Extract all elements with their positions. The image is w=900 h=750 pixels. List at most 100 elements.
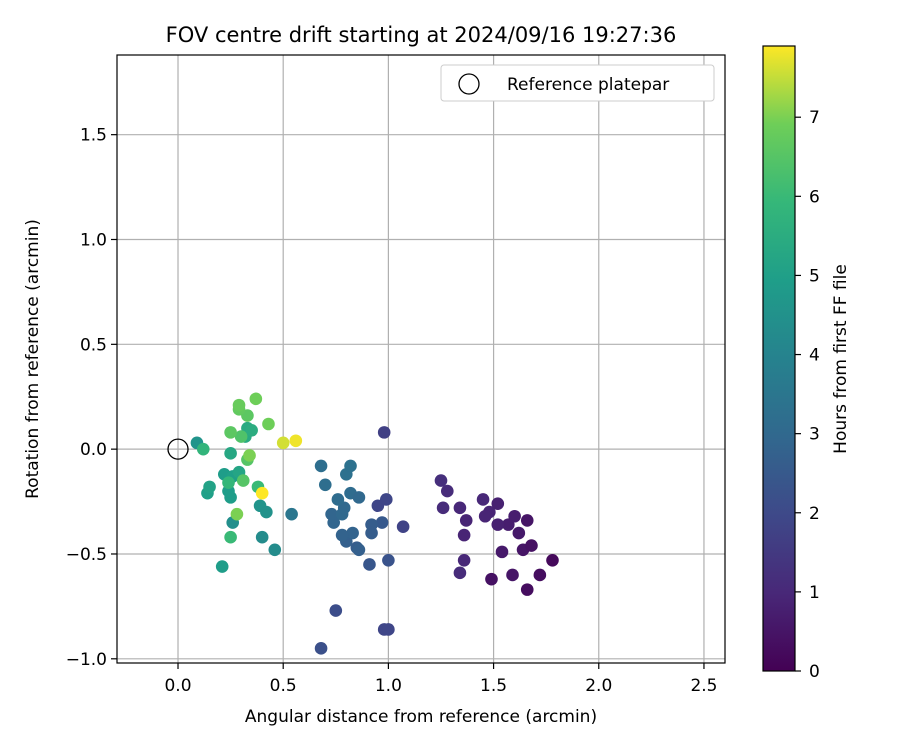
y-tick-label: 0.0	[80, 440, 107, 460]
x-axis-ticks: 0.0 0.5 1.0 1.5 2.0 2.5	[164, 663, 717, 696]
colorbar-tick-label: 3	[809, 425, 820, 445]
data-point	[196, 442, 210, 456]
data-point	[276, 436, 290, 450]
x-tick-label: 2.0	[585, 676, 612, 696]
data-point	[363, 558, 376, 571]
data-point	[520, 583, 534, 596]
data-point	[525, 539, 538, 552]
data-point	[203, 480, 216, 494]
data-point	[289, 434, 303, 448]
y-tick-label: 1.0	[80, 230, 107, 250]
data-point	[457, 528, 471, 542]
data-point	[440, 484, 454, 498]
data-point	[314, 459, 328, 473]
data-point	[329, 604, 343, 617]
data-point	[377, 426, 391, 439]
x-tick-label: 0.5	[270, 676, 297, 696]
data-point	[512, 526, 526, 540]
data-point	[224, 426, 237, 439]
data-point	[453, 566, 467, 580]
data-point	[255, 530, 269, 544]
data-point	[382, 623, 395, 636]
y-tick-label: −0.5	[66, 545, 107, 565]
data-point	[478, 509, 492, 523]
reference-platepar-marker	[167, 438, 189, 460]
data-point	[491, 518, 505, 531]
data-point	[331, 493, 345, 506]
legend-marker-reference	[458, 73, 480, 95]
data-point	[314, 642, 328, 655]
data-point	[268, 543, 282, 557]
data-point	[230, 507, 244, 521]
data-point	[365, 526, 378, 540]
data-point	[285, 507, 298, 521]
colorbar-tick-label: 2	[809, 504, 820, 524]
data-point	[224, 530, 237, 544]
data-point	[453, 501, 467, 515]
data-points	[190, 392, 559, 655]
colorbar-tick-label: 0	[809, 662, 820, 682]
legend-label-reference: Reference platepar	[507, 75, 669, 95]
data-point	[379, 493, 393, 506]
x-tick-label: 1.0	[375, 676, 402, 696]
colorbar-tick-label: 7	[809, 108, 820, 128]
colorbar-label: Hours from first FF file	[831, 264, 851, 454]
data-point	[245, 423, 258, 437]
y-tick-label: 1.5	[80, 126, 107, 146]
colorbar-ticks: 0 1 2 3 4 5 6 7	[795, 108, 820, 682]
grid-lines	[117, 55, 725, 663]
y-tick-label: −1.0	[66, 650, 107, 670]
x-tick-label: 1.5	[480, 676, 507, 696]
data-point	[352, 543, 366, 557]
data-point	[234, 430, 248, 443]
y-axis-label: Rotation from reference (arcmin)	[23, 219, 43, 499]
plot-frame	[116, 54, 726, 664]
y-tick-label: 0.5	[80, 335, 107, 355]
x-axis-label: Angular distance from reference (arcmin)	[245, 707, 597, 727]
data-point	[222, 476, 235, 489]
x-tick-label: 2.5	[690, 676, 717, 696]
data-point	[436, 501, 450, 515]
chart-title: FOV centre drift starting at 2024/09/16 …	[166, 23, 677, 47]
data-point	[459, 514, 473, 527]
data-point	[508, 509, 521, 523]
data-point	[495, 545, 509, 559]
data-point	[335, 528, 349, 542]
data-point	[491, 497, 505, 510]
data-point	[352, 491, 366, 504]
data-point	[546, 553, 559, 567]
y-axis-ticks: −1.0 −0.5 0.0 0.5 1.0 1.5	[66, 126, 117, 670]
data-point	[375, 516, 389, 529]
data-point	[533, 568, 547, 582]
legend: Reference platepar	[440, 64, 715, 102]
data-point	[236, 474, 250, 487]
data-point	[506, 568, 519, 582]
data-point	[232, 398, 246, 412]
data-point	[344, 459, 357, 473]
data-point	[382, 553, 395, 567]
colorbar-tick-label: 6	[809, 187, 820, 207]
data-point	[396, 520, 410, 534]
data-point	[243, 449, 256, 462]
colorbar-tick-label: 5	[809, 266, 820, 286]
data-point	[255, 486, 269, 500]
data-point	[249, 392, 263, 406]
data-point	[262, 417, 275, 431]
legend-box	[440, 64, 715, 102]
colorbar	[762, 45, 796, 672]
x-tick-label: 0.0	[164, 676, 191, 696]
data-point	[476, 493, 490, 506]
data-point	[325, 507, 338, 521]
data-point	[215, 560, 229, 573]
colorbar-tick-label: 4	[809, 346, 820, 366]
data-point	[485, 572, 498, 586]
data-point	[346, 526, 359, 540]
data-point	[260, 505, 273, 519]
data-point	[318, 478, 332, 492]
data-point	[224, 447, 237, 460]
data-point	[434, 474, 448, 487]
data-point	[457, 553, 471, 567]
colorbar-tick-label: 1	[809, 583, 820, 603]
data-point	[520, 514, 534, 527]
